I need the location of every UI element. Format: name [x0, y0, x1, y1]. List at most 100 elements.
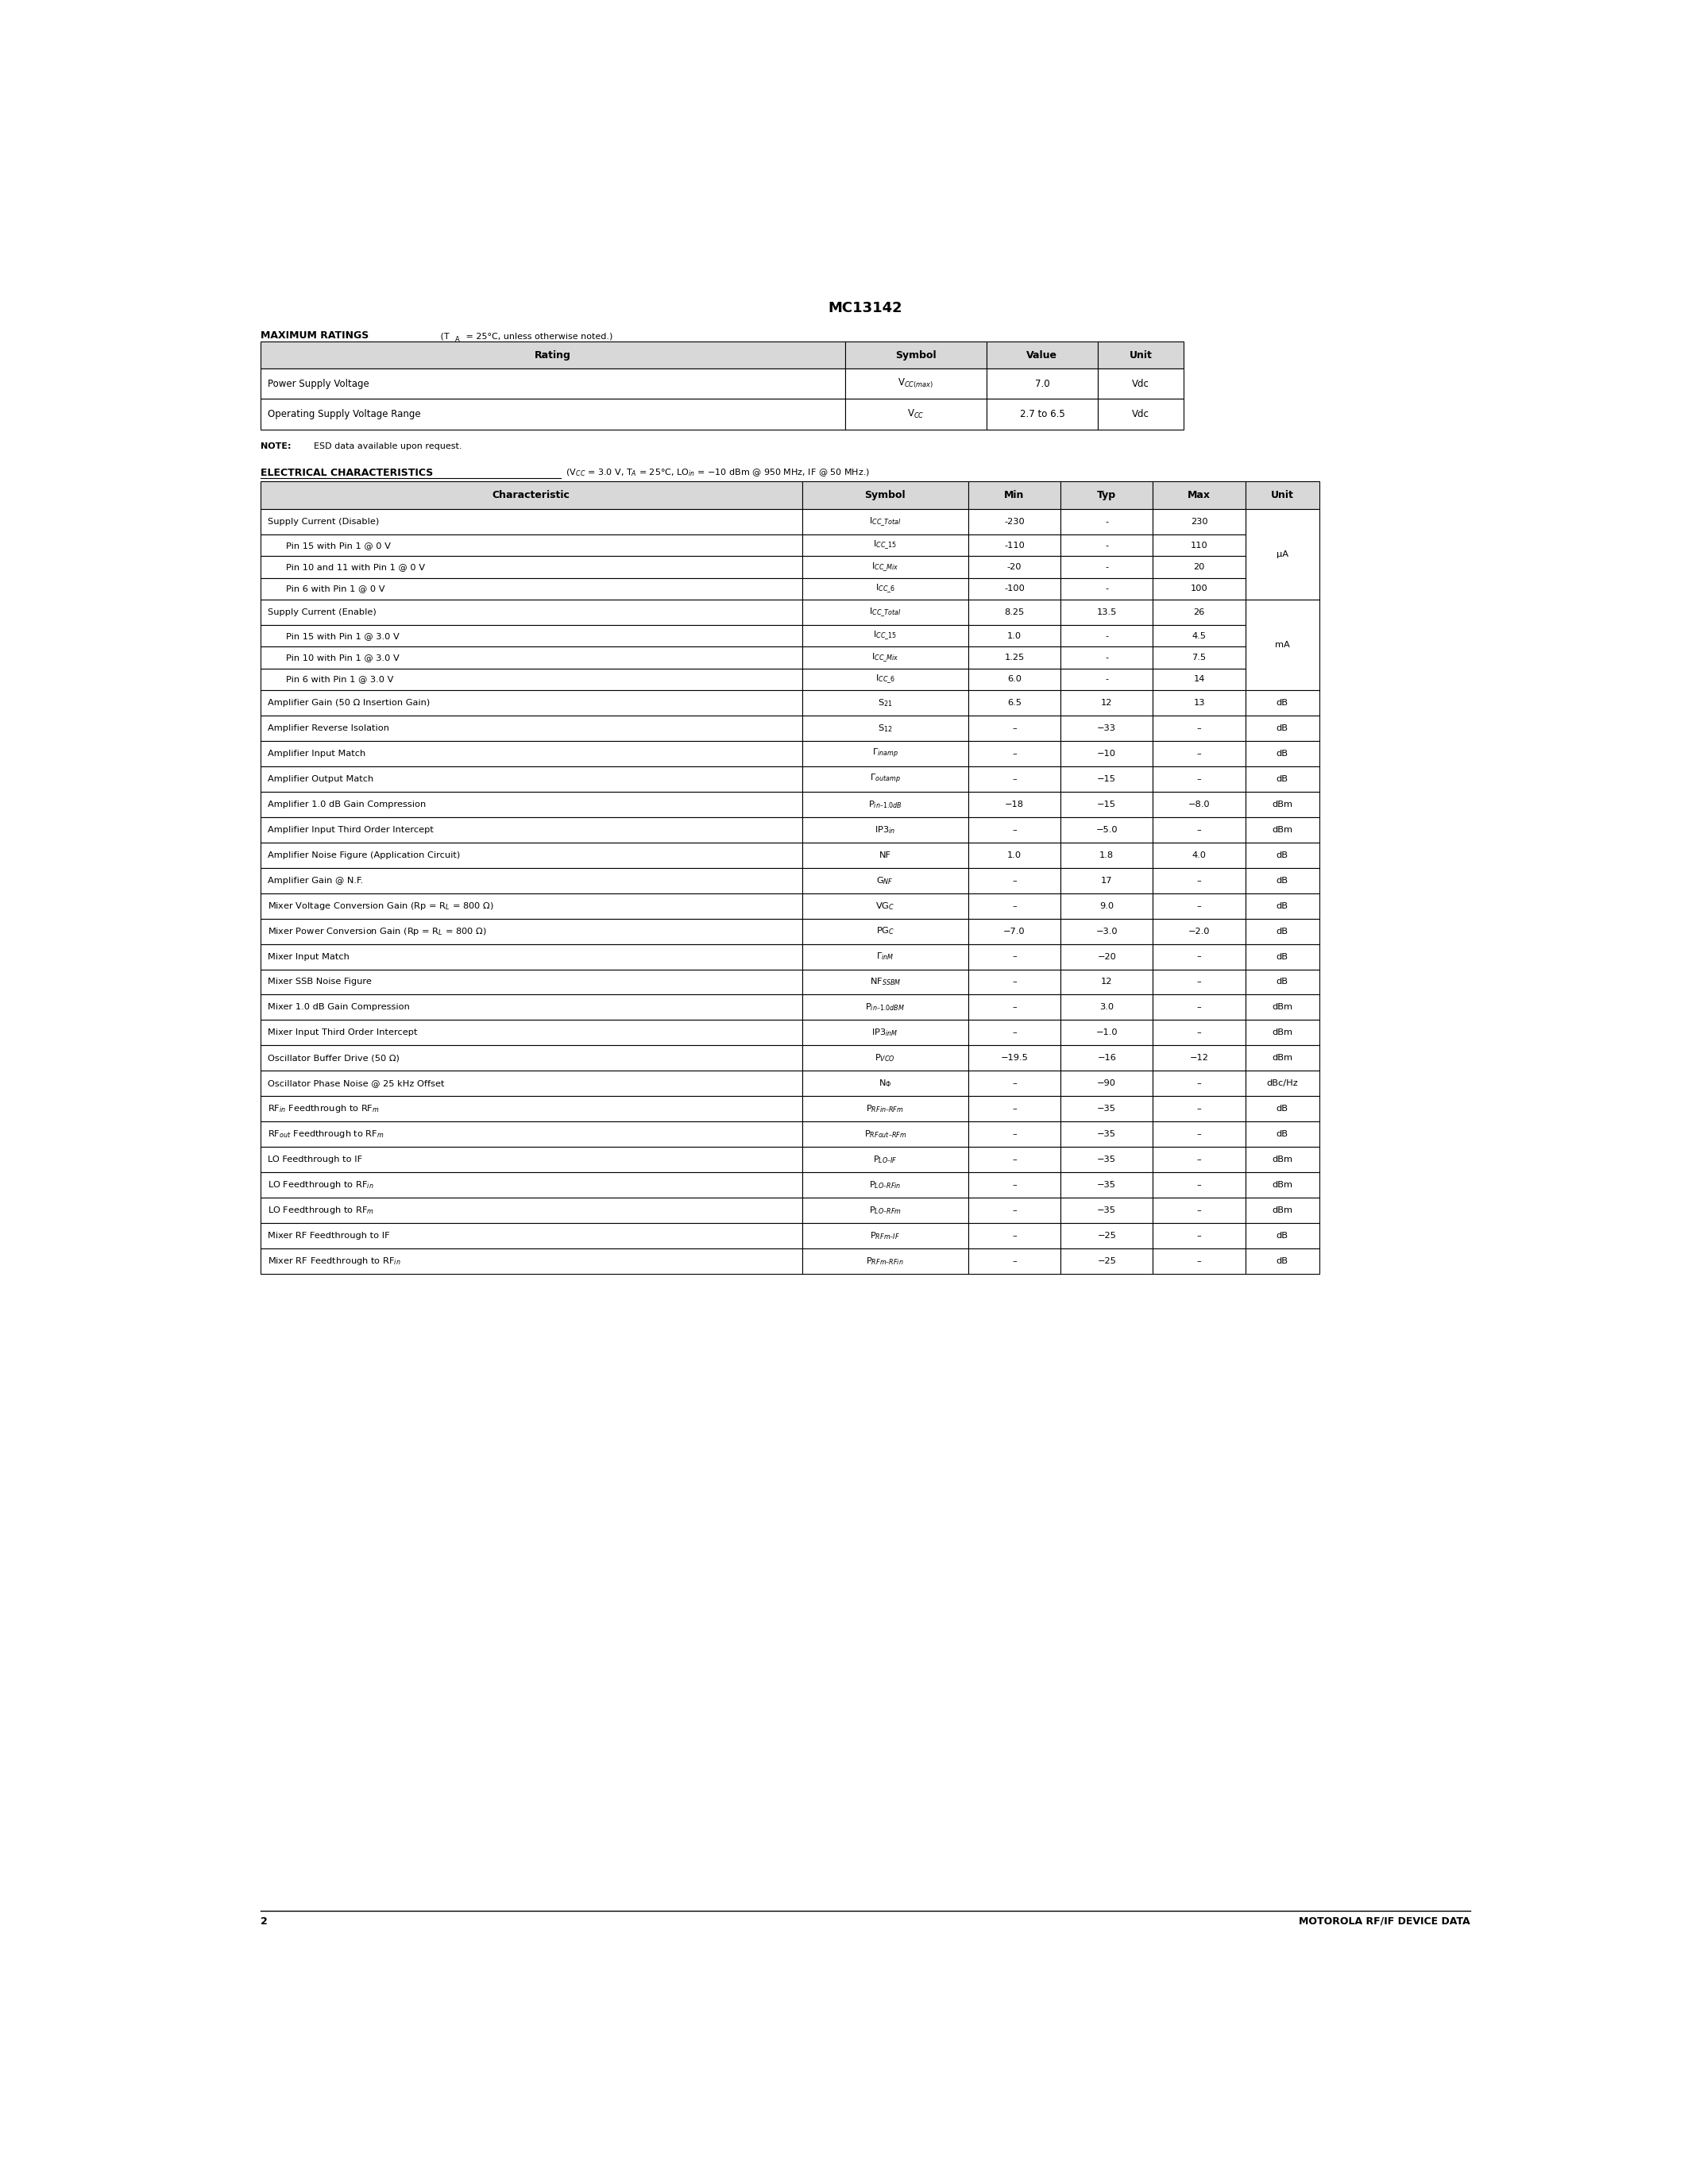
Text: Unit: Unit: [1129, 349, 1151, 360]
Text: −1.0: −1.0: [1096, 1029, 1117, 1037]
Bar: [1060, 867, 1153, 893]
Text: dB: dB: [1276, 725, 1288, 732]
Bar: [1246, 509, 1318, 601]
Text: Oscillator Phase Noise @ 25 kHz Offset: Oscillator Phase Noise @ 25 kHz Offset: [268, 1079, 444, 1088]
Text: Typ: Typ: [1097, 489, 1116, 500]
Bar: [969, 767, 1060, 791]
Text: –: –: [1013, 978, 1016, 985]
Text: –: –: [1013, 1155, 1016, 1164]
Text: −19.5: −19.5: [1001, 1055, 1028, 1061]
Bar: [1246, 1249, 1318, 1273]
Bar: [802, 970, 969, 994]
Bar: [969, 1249, 1060, 1273]
Bar: [969, 817, 1060, 843]
Bar: [1060, 1123, 1153, 1147]
Text: Mixer 1.0 dB Gain Compression: Mixer 1.0 dB Gain Compression: [268, 1002, 410, 1011]
Text: mA: mA: [1274, 640, 1290, 649]
Text: Pin 15 with Pin 1 @ 3.0 V: Pin 15 with Pin 1 @ 3.0 V: [285, 631, 400, 640]
Bar: [260, 480, 802, 509]
Bar: [969, 509, 1060, 535]
Text: ELECTRICAL CHARACTERISTICS: ELECTRICAL CHARACTERISTICS: [260, 467, 432, 478]
Bar: [260, 1197, 802, 1223]
Text: –: –: [1013, 1029, 1016, 1037]
Bar: [969, 893, 1060, 919]
Bar: [1246, 919, 1318, 943]
Bar: [1060, 1096, 1153, 1123]
Bar: [969, 480, 1060, 509]
Text: MC13142: MC13142: [827, 301, 903, 314]
Text: I$_{CC\_Total}$: I$_{CC\_Total}$: [869, 515, 901, 529]
Bar: [260, 970, 802, 994]
Bar: [969, 740, 1060, 767]
Bar: [969, 1123, 1060, 1147]
Bar: [260, 1223, 802, 1249]
Text: μA: μA: [1276, 550, 1288, 559]
Bar: [1060, 943, 1153, 970]
Text: I$_{CC\_Mix}$: I$_{CC\_Mix}$: [871, 651, 898, 664]
Text: –: –: [1013, 1232, 1016, 1241]
Text: –: –: [1197, 1155, 1202, 1164]
Text: V$_{CC(max)}$: V$_{CC(max)}$: [898, 378, 933, 391]
Bar: [260, 994, 802, 1020]
Bar: [260, 1046, 802, 1070]
Text: Amplifier Reverse Isolation: Amplifier Reverse Isolation: [268, 725, 390, 732]
Text: Pin 6 with Pin 1 @ 0 V: Pin 6 with Pin 1 @ 0 V: [285, 585, 385, 592]
Text: –: –: [1197, 749, 1202, 758]
Bar: [260, 867, 802, 893]
Text: 6.0: 6.0: [1008, 675, 1021, 684]
Bar: [1246, 690, 1318, 716]
Bar: [260, 1020, 802, 1046]
Bar: [969, 1070, 1060, 1096]
Text: –: –: [1197, 978, 1202, 985]
Text: Amplifier Noise Figure (Application Circuit): Amplifier Noise Figure (Application Circ…: [268, 852, 461, 858]
Bar: [802, 579, 969, 601]
Text: –: –: [1197, 1258, 1202, 1265]
Bar: [969, 601, 1060, 625]
Bar: [1246, 817, 1318, 843]
Text: –: –: [1013, 1206, 1016, 1214]
Bar: [1246, 1197, 1318, 1223]
Bar: [260, 1249, 802, 1273]
Bar: [260, 1070, 802, 1096]
Bar: [802, 1070, 969, 1096]
Bar: [1153, 919, 1246, 943]
Text: Vdc: Vdc: [1133, 408, 1150, 419]
Text: dBm: dBm: [1271, 1155, 1293, 1164]
Bar: [1153, 535, 1246, 557]
Bar: [969, 1197, 1060, 1223]
Bar: [969, 716, 1060, 740]
Bar: [260, 535, 802, 557]
Text: –: –: [1013, 1182, 1016, 1188]
Bar: [969, 690, 1060, 716]
Text: dB: dB: [1276, 978, 1288, 985]
Bar: [1246, 1223, 1318, 1249]
Text: Mixer RF Feedthrough to IF: Mixer RF Feedthrough to IF: [268, 1232, 390, 1241]
Text: Mixer Input Third Order Intercept: Mixer Input Third Order Intercept: [268, 1029, 417, 1037]
Bar: [1153, 970, 1246, 994]
Text: (T: (T: [437, 332, 449, 341]
Bar: [1246, 1020, 1318, 1046]
Bar: [1153, 646, 1246, 668]
Text: LO Feedthrough to RF$_m$: LO Feedthrough to RF$_m$: [268, 1206, 375, 1216]
Text: dB: dB: [1276, 928, 1288, 935]
Bar: [1246, 601, 1318, 690]
Bar: [1153, 509, 1246, 535]
Text: –: –: [1013, 749, 1016, 758]
Bar: [260, 767, 802, 791]
Text: P$_{LO–RFm}$: P$_{LO–RFm}$: [869, 1206, 901, 1216]
Bar: [969, 1096, 1060, 1123]
Text: Max: Max: [1188, 489, 1210, 500]
Bar: [1153, 791, 1246, 817]
Text: −15: −15: [1097, 775, 1116, 782]
Bar: [1246, 1147, 1318, 1173]
Bar: [969, 843, 1060, 867]
Text: –: –: [1013, 952, 1016, 961]
Bar: [1153, 943, 1246, 970]
Bar: [260, 1147, 802, 1173]
Bar: [802, 557, 969, 579]
Text: dBm: dBm: [1271, 1029, 1293, 1037]
Bar: [1246, 943, 1318, 970]
Bar: [802, 943, 969, 970]
Bar: [1153, 1020, 1246, 1046]
Bar: [802, 716, 969, 740]
